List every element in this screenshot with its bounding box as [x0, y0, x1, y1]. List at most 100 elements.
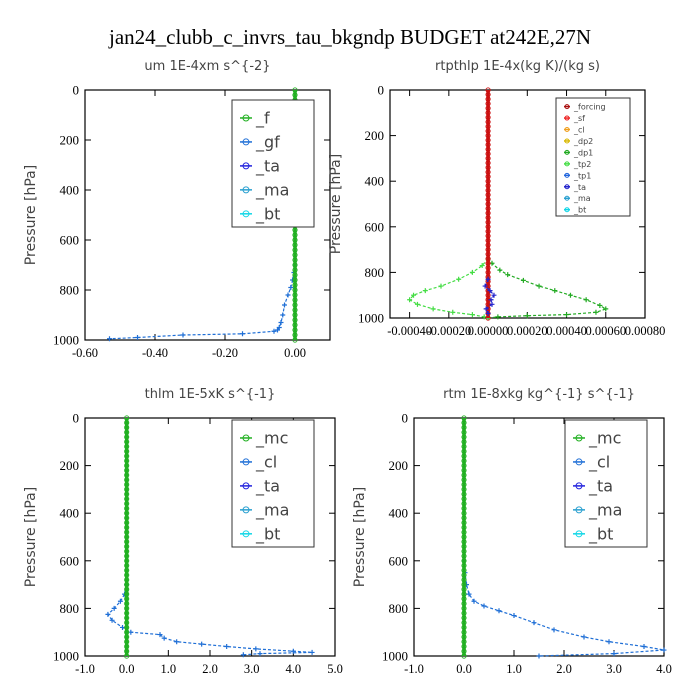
series-line-cl [107, 584, 313, 656]
series-point [505, 272, 511, 278]
series-point [309, 649, 315, 655]
legend-entry: _bt [255, 204, 280, 224]
x-tick-label: 3.0 [606, 662, 622, 676]
series-point [292, 262, 298, 268]
series-point [471, 598, 477, 604]
series-point [292, 272, 298, 278]
x-tick-label: 4.0 [656, 662, 672, 676]
x-tick-label: -0.20 [212, 346, 238, 360]
legend-entry: _mc [255, 428, 288, 448]
series-point [567, 292, 573, 298]
y-tick-label: 600 [389, 553, 409, 568]
y-tick-label: 400 [60, 183, 80, 198]
legend-entry: _ma [573, 194, 591, 203]
series-point [461, 653, 467, 659]
x-tick-label: 0.00080 [625, 324, 666, 338]
series-point [180, 332, 186, 338]
x-tick-label: 0.00000 [468, 324, 509, 338]
series-point [292, 302, 298, 308]
legend-entry: _ta [255, 476, 280, 496]
series-point [292, 227, 298, 233]
series-point [292, 92, 298, 98]
series-point [105, 611, 111, 617]
series-point [292, 232, 298, 238]
series-point [438, 283, 444, 289]
series-point [606, 639, 612, 645]
y-axis-label: Pressure [hPa] [328, 154, 344, 254]
series-point [285, 292, 291, 298]
x-tick-label: 5.0 [327, 662, 343, 676]
y-tick-label: 1000 [382, 649, 408, 664]
x-tick-label: 0.00020 [507, 324, 548, 338]
x-tick-label: 1.0 [506, 662, 522, 676]
x-tick-label: 0.0 [119, 662, 135, 676]
series-point [117, 598, 123, 604]
plot-3: thlm 1E-5xK s^{-1} Pressure [hPa] 0 200 400 6… [23, 387, 343, 676]
series-point [292, 277, 298, 283]
legend-entry: _dp2 [573, 137, 593, 146]
legend: _mc _cl _ta _ma _bt [231, 419, 315, 548]
series-point [292, 257, 298, 263]
x-tick-label: 1.0 [161, 662, 177, 676]
series-point [282, 302, 287, 308]
legend-marker [242, 506, 250, 514]
y-tick-label: 0 [73, 411, 80, 426]
series-point [483, 306, 489, 312]
legend-marker [564, 138, 570, 144]
legend-marker [575, 506, 583, 514]
legend-entry: _ma [588, 500, 622, 520]
series-point [157, 632, 163, 638]
legend-marker [242, 530, 250, 538]
series-point [292, 267, 298, 273]
series-point [536, 283, 542, 289]
legend-entry: _cl [588, 452, 610, 472]
legend-entry: _ma [255, 500, 289, 520]
plot-title: um 1E-4xm s^{-2} [144, 59, 270, 74]
series-point [489, 301, 495, 307]
series-point [430, 306, 436, 312]
series-point [290, 648, 296, 654]
x-tick-label: 0.00 [284, 346, 306, 360]
series-point [466, 591, 472, 597]
series-point [450, 309, 456, 315]
series-point [107, 336, 112, 342]
series-point [292, 237, 298, 243]
y-tick-label: 1000 [53, 649, 79, 664]
series-point [292, 282, 298, 288]
series-point [581, 634, 587, 640]
series-line-tp2 [408, 258, 489, 319]
x-tick-label: -0.60 [72, 346, 98, 360]
series-point [407, 297, 413, 303]
plot-frame [84, 89, 331, 341]
legend-marker [564, 115, 570, 121]
series-point [551, 627, 557, 633]
series-point [469, 269, 475, 275]
series-point [536, 653, 542, 659]
series-point [520, 277, 526, 283]
legend-entry: _gf [255, 132, 280, 152]
x-tick-label: -0.40 [142, 346, 168, 360]
plots-group: um 1E-4xm s^{-2} Pressure [hPa] 0 200 400 600… [23, 59, 672, 676]
x-tick-label: 0.00040 [546, 324, 587, 338]
y-tick-label: 0 [378, 83, 385, 98]
series-point [111, 605, 117, 611]
series-point [292, 292, 298, 298]
y-tick-label: 400 [365, 174, 385, 189]
series-point [288, 285, 294, 290]
series-point [496, 608, 502, 614]
y-tick-label: 800 [60, 601, 80, 616]
series-point [495, 314, 501, 320]
plot-frame [389, 89, 646, 319]
series-point [280, 312, 286, 318]
series-point [479, 263, 485, 269]
plot-4: rtm 1E-8xkg kg^{-1} s^{-1} Pressure [hPa]… [352, 387, 672, 676]
series-line-cl [463, 560, 665, 657]
series-point [199, 641, 205, 647]
series-point [456, 276, 462, 282]
y-tick-label: 600 [365, 219, 385, 234]
series-point [531, 620, 537, 626]
legend-entry: _ma [255, 180, 289, 200]
series-point [292, 317, 298, 323]
y-axis-label: Pressure [hPa] [23, 165, 39, 265]
